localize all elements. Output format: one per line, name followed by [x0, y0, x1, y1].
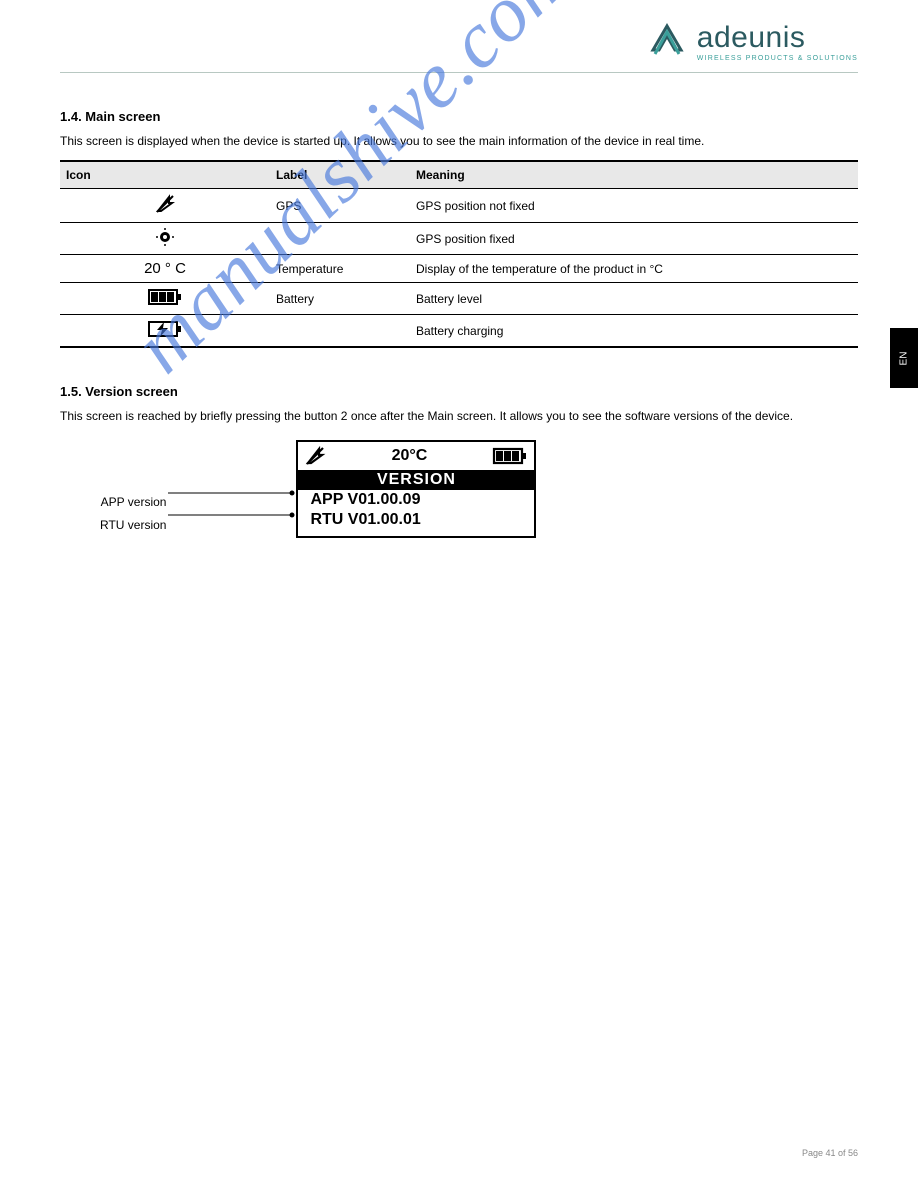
device-line-rtu: RTU V01.00.01 [298, 510, 534, 530]
section-1-4-title: 1.4. Main screen [60, 109, 858, 124]
page-side-tab: EN [890, 328, 918, 388]
cell-meaning: Display of the temperature of the produc… [410, 255, 858, 283]
section-1-5-title: 1.5. Version screen [60, 384, 858, 399]
gps-off-icon [155, 194, 175, 214]
cell-meaning: Battery level [410, 283, 858, 315]
callout-app: APP version [100, 494, 166, 511]
device-temp: 20°C [392, 447, 428, 465]
cell-label: GPS [270, 189, 410, 223]
battery-icon [148, 288, 182, 306]
table-row: GPS GPS position not fixed [60, 189, 858, 223]
temp-icon: 20 ° C [144, 260, 186, 277]
cell-meaning: GPS position fixed [410, 223, 858, 255]
cell-label [270, 223, 410, 255]
cell-label: Battery [270, 283, 410, 315]
cell-label: Temperature [270, 255, 410, 283]
section-1-4-para: This screen is displayed when the device… [60, 134, 858, 148]
device-battery-icon [492, 447, 528, 465]
device-diagram: APP version RTU version 20°C [100, 435, 858, 543]
table-row: GPS position fixed [60, 223, 858, 255]
battery-charging-icon [148, 320, 182, 338]
table-row: Battery charging [60, 315, 858, 348]
cell-label [270, 315, 410, 348]
device-gps-off-icon [304, 446, 326, 466]
logo: adeunis WIRELESS PRODUCTS & SOLUTIONS [645, 20, 858, 64]
page-footer: Page 41 of 56 [60, 1148, 858, 1158]
icon-table: Icon Label Meaning GPS GPS position not … [60, 160, 858, 348]
callout-rtu: RTU version [100, 517, 166, 534]
leader-lines [166, 435, 296, 543]
th-label: Label [270, 161, 410, 189]
th-meaning: Meaning [410, 161, 858, 189]
table-row: Battery Battery level [60, 283, 858, 315]
cell-meaning: GPS position not fixed [410, 189, 858, 223]
th-icon: Icon [60, 161, 270, 189]
logo-tagline: WIRELESS PRODUCTS & SOLUTIONS [697, 55, 858, 62]
cell-meaning: Battery charging [410, 315, 858, 348]
footer-right: Page 41 of 56 [802, 1148, 858, 1158]
table-row: 20 ° C Temperature Display of the temper… [60, 255, 858, 283]
section-1-5-para: This screen is reached by briefly pressi… [60, 409, 858, 423]
page-header: adeunis WIRELESS PRODUCTS & SOLUTIONS [60, 20, 858, 73]
gps-on-icon [156, 228, 174, 246]
logo-text: adeunis [697, 23, 858, 53]
device-line-app: APP V01.00.09 [298, 490, 534, 510]
logo-icon [645, 20, 689, 64]
device-screen-label: VERSION [298, 470, 534, 490]
device-screen: 20°C VERSION APP V01.00.09 RTU V01.00.01 [296, 440, 536, 538]
